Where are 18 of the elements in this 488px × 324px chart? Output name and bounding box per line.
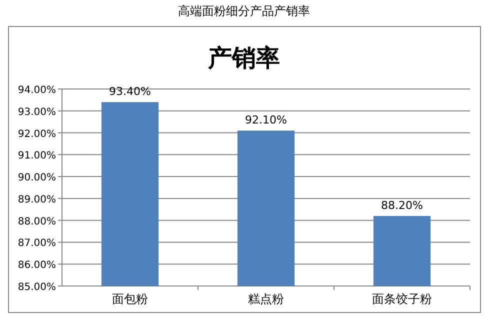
y-tick-label: 89.00% [18,194,56,206]
x-tick-label: 面包粉 [112,292,148,306]
chart-title: 产销率 [207,44,280,72]
y-tick-label: 92.00% [18,128,56,140]
y-tick-label: 91.00% [18,150,56,162]
y-tick-label: 86.00% [18,260,56,272]
data-label: 93.40% [109,85,151,98]
y-tick-label: 94.00% [18,85,56,96]
y-tick-label: 93.00% [18,106,56,118]
y-tick-label: 90.00% [18,172,56,184]
x-tick-label: 糕点粉 [248,292,284,306]
data-label: 88.20% [381,198,423,212]
y-tick-label: 88.00% [18,216,56,228]
x-tick-label: 面条饺子粉 [372,292,432,306]
data-label: 92.10% [245,114,287,127]
y-tick-label: 85.00% [18,282,56,293]
text: 高端面粉细分产品产销率 [178,4,310,18]
y-tick-label: 87.00% [18,238,56,250]
